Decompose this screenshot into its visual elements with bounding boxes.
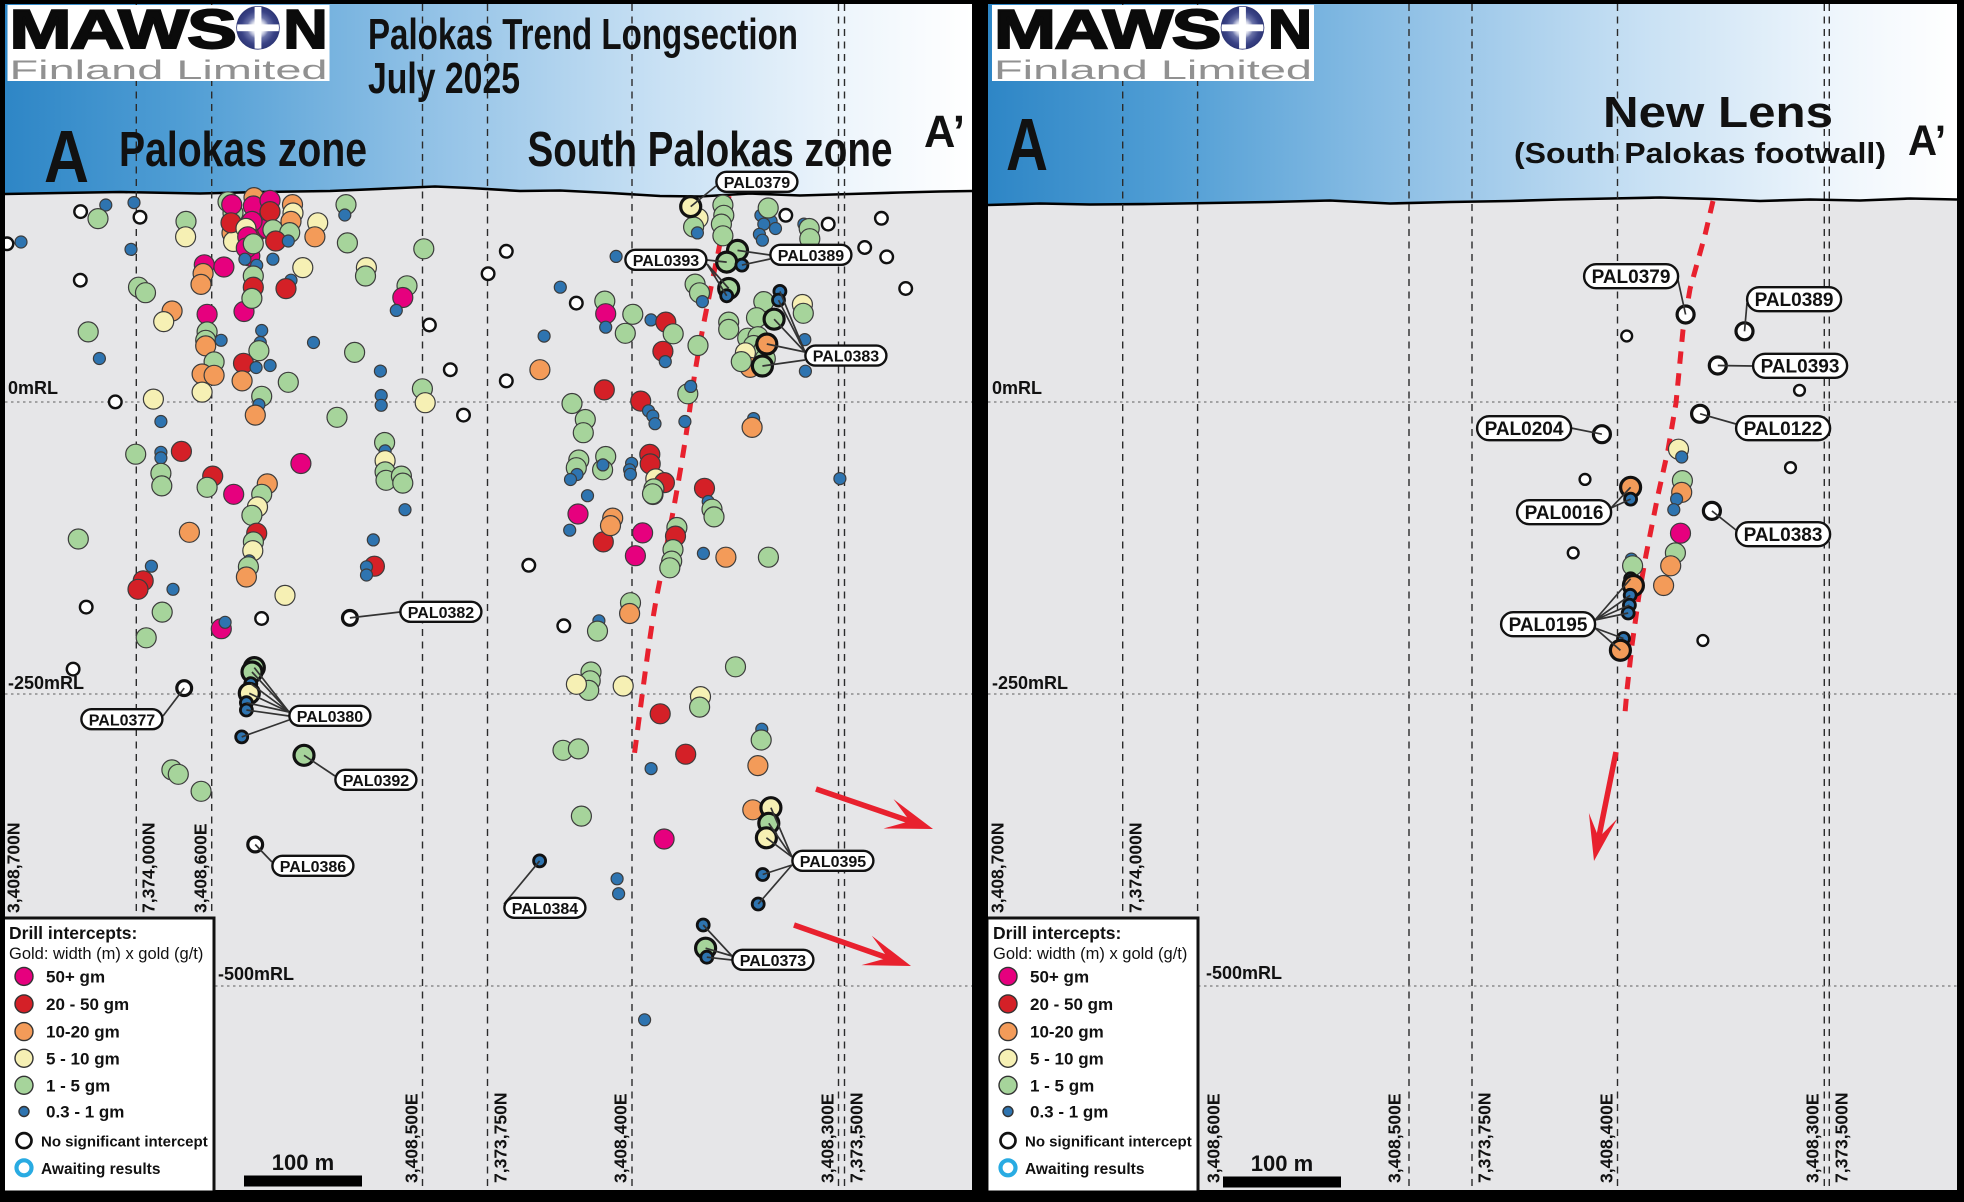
svg-text:Awaiting results: Awaiting results [41,1161,160,1178]
svg-text:PAL0393: PAL0393 [1761,356,1840,377]
svg-text:N: N [284,0,328,60]
svg-text:3,408,500E: 3,408,500E [1385,1093,1405,1183]
svg-text:No significant intercept: No significant intercept [1025,1134,1192,1151]
svg-text:0mRL: 0mRL [8,378,58,398]
svg-text:50+ gm: 50+ gm [46,967,105,986]
svg-text:50+ gm: 50+ gm [1030,967,1089,986]
svg-text:1 - 5 gm: 1 - 5 gm [1030,1076,1094,1095]
svg-text:7,373,750N: 7,373,750N [491,1093,511,1184]
svg-text:3,408,600E: 3,408,600E [191,823,211,913]
svg-text:20 - 50 gm: 20 - 50 gm [46,995,129,1014]
svg-text:PAL0393: PAL0393 [633,253,700,270]
svg-text:20 - 50 gm: 20 - 50 gm [1030,995,1113,1014]
svg-text:PAL0122: PAL0122 [1744,419,1823,440]
svg-text:PAL0373: PAL0373 [740,953,807,970]
svg-text:PAL0195: PAL0195 [1509,615,1588,636]
svg-text:-250mRL: -250mRL [8,673,84,693]
svg-text:100 m: 100 m [272,1150,334,1175]
svg-text:0.3 - 1 gm: 0.3 - 1 gm [46,1103,124,1122]
svg-text:July 2025: July 2025 [368,54,520,103]
svg-text:PAL0380: PAL0380 [297,709,364,726]
svg-text:3,408,700N: 3,408,700N [4,823,24,914]
svg-text:7,373,500N: 7,373,500N [847,1093,867,1184]
svg-text:PAL0383: PAL0383 [813,349,880,366]
svg-text:1 - 5 gm: 1 - 5 gm [46,1076,110,1095]
svg-text:PAL0384: PAL0384 [512,901,579,918]
svg-text:-500mRL: -500mRL [1206,963,1282,983]
svg-text:Drill intercepts:: Drill intercepts: [993,923,1121,943]
svg-text:7,374,000N: 7,374,000N [139,823,159,914]
svg-text:MAWS: MAWS [10,0,236,60]
svg-text:7,373,750N: 7,373,750N [1475,1093,1495,1184]
svg-text:PAL0382: PAL0382 [408,605,475,622]
svg-text:7,373,500N: 7,373,500N [1832,1093,1852,1184]
svg-text:Finland Limited: Finland Limited [994,55,1312,85]
svg-text:0mRL: 0mRL [992,378,1042,398]
svg-text:PAL0386: PAL0386 [280,859,347,876]
svg-text:New Lens: New Lens [1603,88,1833,137]
svg-text:PAL0383: PAL0383 [1744,525,1823,546]
svg-text:MAWS: MAWS [994,0,1220,60]
svg-text:A: A [1006,103,1048,186]
svg-text:N: N [1268,0,1312,60]
svg-text:Gold: width (m) x gold (g/t): Gold: width (m) x gold (g/t) [9,945,203,963]
svg-text:7,374,000N: 7,374,000N [1126,823,1146,914]
svg-text:No significant intercept: No significant intercept [41,1134,208,1151]
svg-text:10-20 gm: 10-20 gm [1030,1023,1104,1042]
svg-text:5 - 10 gm: 5 - 10 gm [46,1049,120,1068]
svg-text:Finland Limited: Finland Limited [10,55,328,85]
svg-text:3,408,300E: 3,408,300E [1803,1093,1823,1183]
svg-text:3,408,500E: 3,408,500E [402,1093,422,1183]
svg-text:-250mRL: -250mRL [992,673,1068,693]
svg-text:PAL0395: PAL0395 [800,854,867,871]
svg-text:3,408,600E: 3,408,600E [1204,1093,1224,1183]
svg-text:3,408,400E: 3,408,400E [611,1093,631,1183]
svg-text:South Palokas zone: South Palokas zone [528,123,893,177]
svg-text:10-20 gm: 10-20 gm [46,1023,120,1042]
svg-text:PAL0379: PAL0379 [724,175,791,192]
svg-text:3,408,400E: 3,408,400E [1597,1093,1617,1183]
svg-text:PAL0379: PAL0379 [1592,267,1671,288]
svg-text:PAL0204: PAL0204 [1485,419,1564,440]
svg-text:-500mRL: -500mRL [218,964,294,984]
svg-text:A’: A’ [1908,117,1946,165]
svg-text:A’: A’ [924,106,965,157]
svg-text:Palokas Trend Longsection: Palokas Trend Longsection [368,10,798,59]
svg-text:5 - 10 gm: 5 - 10 gm [1030,1049,1104,1068]
svg-text:0.3 - 1 gm: 0.3 - 1 gm [1030,1103,1108,1122]
svg-text:Drill intercepts:: Drill intercepts: [9,923,137,943]
svg-text:PAL0389: PAL0389 [778,248,845,265]
svg-text:3,408,300E: 3,408,300E [818,1093,838,1183]
svg-text:3,408,700N: 3,408,700N [988,823,1008,914]
svg-text:Palokas zone: Palokas zone [119,123,367,177]
svg-text:PAL0392: PAL0392 [343,773,410,790]
svg-text:Awaiting results: Awaiting results [1025,1161,1144,1178]
svg-text:100 m: 100 m [1251,1151,1313,1176]
svg-text:PAL0377: PAL0377 [89,712,156,729]
svg-text:PAL0389: PAL0389 [1755,290,1834,311]
svg-text:Gold: width (m) x gold (g/t): Gold: width (m) x gold (g/t) [993,945,1187,963]
svg-text:(South Palokas footwall): (South Palokas footwall) [1514,138,1886,170]
svg-text:A: A [44,115,89,198]
svg-text:PAL0016: PAL0016 [1525,503,1604,524]
